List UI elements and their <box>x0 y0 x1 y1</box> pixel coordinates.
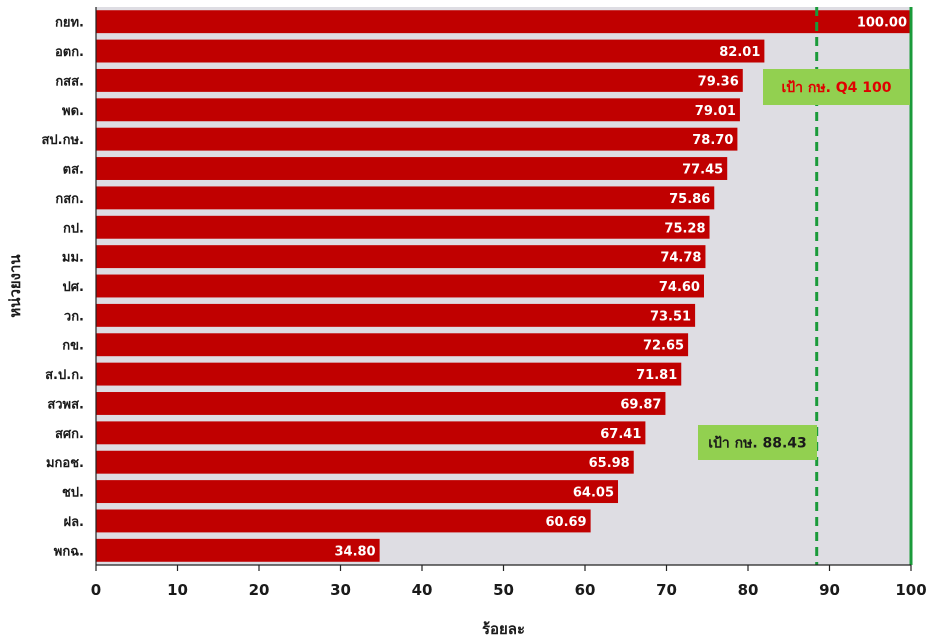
x-tick-label: 80 <box>738 581 759 599</box>
category-label: สป.กษ. <box>41 133 84 148</box>
bar <box>96 509 591 533</box>
category-label: กป. <box>63 221 84 236</box>
data-label: 64.05 <box>573 486 614 501</box>
bar <box>96 392 666 415</box>
bar <box>96 362 682 386</box>
category-label: มกอช. <box>46 456 84 471</box>
data-label: 74.78 <box>660 251 701 266</box>
bar <box>96 98 740 122</box>
category-labels: กยท. อตก. กสส. พด. สป.กษ. ตส. กสก. กป. มม. ปศ. วก.… <box>41 16 84 560</box>
bar <box>96 68 743 92</box>
bar <box>96 480 619 504</box>
target-note-box <box>763 69 910 105</box>
data-label: 74.60 <box>659 280 700 295</box>
bar <box>96 274 704 298</box>
category-label: กสก. <box>55 192 84 207</box>
category-label: ชป. <box>62 486 84 501</box>
data-label: 77.45 <box>682 163 723 178</box>
x-tick-label: 100 <box>895 581 926 599</box>
data-label: 75.86 <box>669 192 710 207</box>
x-tick-label: 20 <box>249 581 270 599</box>
x-tick-label: 10 <box>167 581 188 599</box>
data-label: 71.81 <box>636 368 677 383</box>
x-tick-label: 40 <box>412 581 433 599</box>
category-label: ปศ. <box>63 280 84 295</box>
data-label: 69.87 <box>620 397 661 412</box>
x-tick-label: 30 <box>330 581 351 599</box>
bars-group: 100.00 82.01 79.36 79.01 78.70 77.45 75.86 75.2… <box>96 10 911 562</box>
bar <box>96 215 710 239</box>
category-label: พกฉ. <box>54 544 84 559</box>
data-label: 78.70 <box>692 133 733 148</box>
data-label: 34.80 <box>334 544 375 559</box>
y-axis-title: หน่วยงาน <box>6 254 24 318</box>
data-label: 60.69 <box>545 515 586 530</box>
category-label: อตก. <box>55 45 84 60</box>
category-label: กยท. <box>55 16 84 31</box>
x-tick-label: 70 <box>656 581 677 599</box>
bar <box>96 10 911 34</box>
bar <box>96 157 728 180</box>
data-label: 67.41 <box>600 427 641 442</box>
category-label: กสส. <box>55 74 84 89</box>
x-axis: 0 10 20 30 40 50 60 70 80 90 100 <box>91 7 927 599</box>
bar <box>96 245 706 269</box>
bar <box>96 421 646 445</box>
category-label: พด. <box>62 104 84 119</box>
bar <box>96 333 689 357</box>
x-tick-label: 50 <box>493 581 514 599</box>
reference-lines: เป้า กษ. Q4 100 เป้า กษ. 88.43 <box>698 7 913 565</box>
bar <box>96 186 715 210</box>
category-label: มม. <box>62 251 84 266</box>
category-label: วก. <box>64 309 84 324</box>
data-label: 65.98 <box>589 456 630 471</box>
bar <box>96 127 738 151</box>
data-label: 75.28 <box>664 221 705 236</box>
data-label: 73.51 <box>650 309 691 324</box>
category-label: สวพส. <box>47 397 84 412</box>
category-label: กข. <box>62 339 84 354</box>
data-label: 100.00 <box>857 16 907 31</box>
category-label: สศก. <box>55 427 84 442</box>
x-axis-title: ร้อยละ <box>482 620 525 638</box>
category-label: ตส. <box>63 163 84 178</box>
x-tick-label: 60 <box>575 581 596 599</box>
data-label: 82.01 <box>719 45 760 60</box>
target-note-box <box>698 425 817 460</box>
bar <box>96 303 696 327</box>
data-label: 72.65 <box>643 339 684 354</box>
bar <box>96 39 765 63</box>
category-label: ฝล. <box>63 515 84 530</box>
x-tick-label: 0 <box>91 581 101 599</box>
bar <box>96 538 380 562</box>
category-label: ส.ป.ก. <box>45 368 84 383</box>
target-note-label: เป้า กษ. 88.43 <box>708 436 807 452</box>
data-label: 79.36 <box>698 74 739 89</box>
x-tick-label: 90 <box>819 581 840 599</box>
bar <box>96 450 634 474</box>
target-note-label: เป้า กษ. Q4 100 <box>781 80 891 96</box>
data-label: 79.01 <box>695 104 736 119</box>
